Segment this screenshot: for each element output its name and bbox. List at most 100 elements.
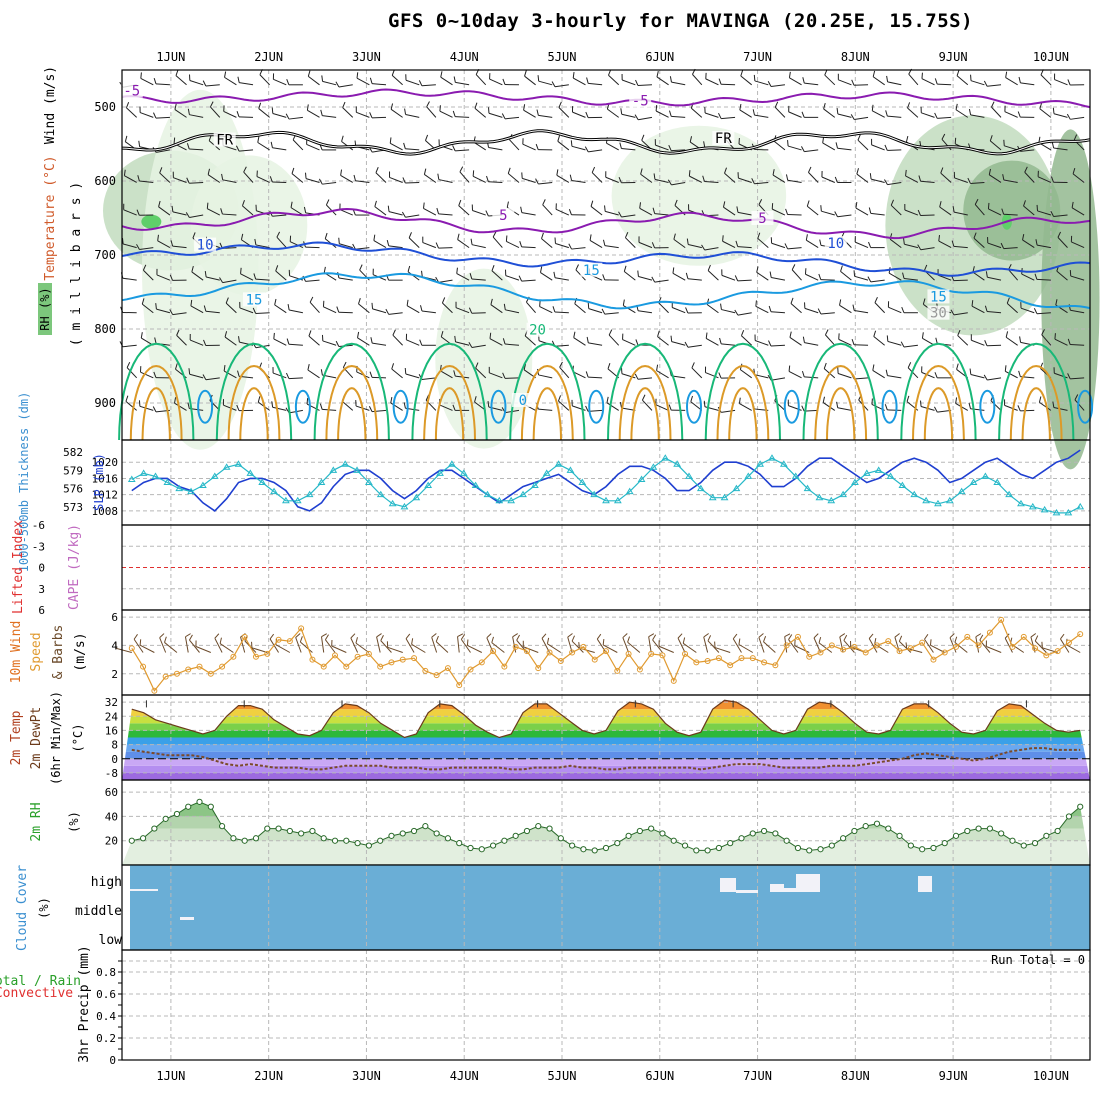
day-label-bottom: 10JUN xyxy=(1033,1069,1069,1083)
wind-speed-marker xyxy=(794,633,801,640)
wind-barb xyxy=(272,214,287,217)
wind-barb xyxy=(794,645,810,653)
ylabel-barbs: & Barbs xyxy=(51,625,66,680)
contour-label-bg xyxy=(511,393,534,407)
wind-barb xyxy=(872,110,885,118)
wind-barb-feather xyxy=(639,202,642,209)
thickness-marker xyxy=(187,487,195,495)
wind-speed-marker xyxy=(919,639,926,646)
rh-band xyxy=(122,804,1090,817)
slp-tick-label: 1012 xyxy=(92,489,119,502)
rh2m-marker xyxy=(580,846,587,853)
rh2m-marker xyxy=(173,810,181,818)
wind-barb xyxy=(755,305,769,314)
wind-barb xyxy=(308,75,320,86)
isotherm-10 xyxy=(121,241,1091,277)
slp-tick-label: 1008 xyxy=(92,505,119,518)
rh2m-marker xyxy=(896,832,903,839)
wind-speed-marker xyxy=(467,666,474,673)
wind-barb-feather xyxy=(756,266,759,273)
wind-barb xyxy=(605,176,619,183)
wind-barb-feather xyxy=(489,332,492,339)
wind-barb-feather xyxy=(722,235,724,242)
pressure-tick-label: 500 xyxy=(94,100,116,114)
wind-barb-feather xyxy=(774,101,779,108)
wind-barb-feather xyxy=(1022,233,1025,241)
thickness-marker xyxy=(329,466,338,473)
wind-barb xyxy=(671,341,686,346)
isotherm-minus5 xyxy=(121,88,1091,109)
wind-tick-label: 2 xyxy=(111,668,118,681)
wind-barb xyxy=(954,177,968,183)
wind-barb-feather xyxy=(979,634,984,641)
rh2m-marker xyxy=(930,844,937,852)
isotherm-diurnal-tongue xyxy=(630,387,660,441)
wind-barb-feather xyxy=(253,273,257,280)
wind-barb-feather xyxy=(164,636,167,643)
wind-barb xyxy=(421,377,436,381)
wind-barb-feather xyxy=(125,395,129,402)
rh2m-marker xyxy=(399,830,406,837)
thickness-marker xyxy=(910,490,919,498)
wind-barb xyxy=(872,369,885,379)
wind-barb xyxy=(455,81,470,86)
wind-barb xyxy=(439,110,453,118)
wind-barb xyxy=(953,245,968,249)
wind-barb-feather xyxy=(734,309,739,316)
wind-barb xyxy=(292,139,304,151)
wind-barb xyxy=(771,242,786,249)
wind-barb xyxy=(908,73,919,86)
wind-barb-feather xyxy=(1038,396,1042,403)
wind-barb xyxy=(1005,370,1018,379)
wind-barb xyxy=(387,646,403,653)
wind-barb xyxy=(489,338,503,346)
wind-barb-feather xyxy=(568,243,572,250)
wind-barb xyxy=(737,246,752,249)
wind-barb xyxy=(472,210,486,216)
thickness-marker xyxy=(590,490,599,498)
wind-barb xyxy=(423,208,437,216)
wind-barb-feather xyxy=(185,633,191,638)
wind-barb xyxy=(411,643,426,653)
wind-barb-feather xyxy=(219,277,224,283)
wind-barb-feather xyxy=(185,212,190,218)
wind-barb-feather xyxy=(1017,405,1021,412)
wind-barb xyxy=(789,337,802,346)
wind-barb xyxy=(703,636,709,653)
wind-barb-feather xyxy=(934,372,938,379)
wind-barb-feather xyxy=(840,265,843,272)
wind-barb-feather xyxy=(192,232,196,239)
thickness-marker xyxy=(602,496,610,504)
wind-barb xyxy=(290,207,304,216)
wind-barb xyxy=(939,206,952,216)
wind-barb xyxy=(1054,372,1068,379)
wind-barb xyxy=(558,107,570,118)
wind-barb xyxy=(654,178,669,183)
ylabel-pressure: ( m i l l i b a r s ) xyxy=(69,182,84,346)
wind-barb-feather xyxy=(188,368,191,375)
contour-label-bg xyxy=(927,289,950,304)
wind-barb xyxy=(1070,344,1085,346)
wind-barb xyxy=(889,238,902,248)
wind-speed-marker xyxy=(614,667,621,674)
wind-barb xyxy=(621,373,636,379)
wind-barb-feather xyxy=(767,374,772,381)
wind-barb xyxy=(376,636,381,653)
contour-label-bg xyxy=(629,93,652,108)
wind-barb-feather xyxy=(952,206,955,213)
wind-barb-feather xyxy=(241,200,245,207)
wind-barb-feather xyxy=(720,303,722,310)
wind-barb xyxy=(622,637,630,653)
wind-barb xyxy=(438,279,453,283)
wind-barb xyxy=(638,276,653,281)
wind-barb xyxy=(523,646,539,653)
wind-barb-feather xyxy=(920,400,922,407)
wind-speed-marker xyxy=(478,659,485,666)
isotherm-local-cell xyxy=(783,389,800,424)
thickness-marker xyxy=(234,460,243,467)
wind-barb xyxy=(890,204,902,216)
wind-barb xyxy=(189,373,204,379)
wind-barb-feather xyxy=(191,266,194,273)
wind-barb xyxy=(323,306,337,314)
wind-barb-feather xyxy=(753,74,756,81)
